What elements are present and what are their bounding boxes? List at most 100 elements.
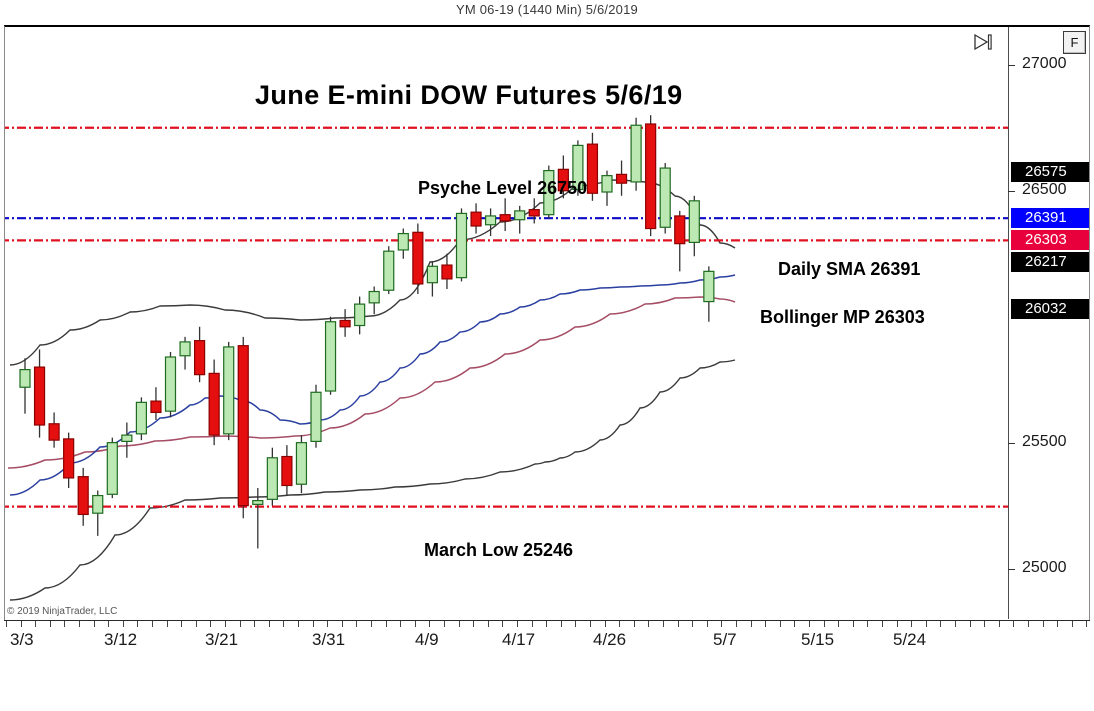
candle xyxy=(441,253,453,289)
time-tick-mark xyxy=(21,621,22,627)
time-tick-label: 5/15 xyxy=(801,630,835,649)
candle xyxy=(252,488,264,549)
candle xyxy=(266,447,278,506)
time-tick-mark xyxy=(167,621,168,627)
candle xyxy=(92,490,104,536)
price-tick-mark xyxy=(1008,442,1015,444)
price-tag-26391: 26391 xyxy=(1011,208,1089,229)
time-tick-mark xyxy=(64,621,65,627)
candle xyxy=(615,160,628,196)
bollinger-upper-band xyxy=(9,179,736,366)
skip-to-end-icon[interactable] xyxy=(972,32,1012,54)
time-tick-mark xyxy=(473,621,474,627)
time-tick-mark xyxy=(181,621,182,627)
candle xyxy=(557,155,569,199)
time-tick-mark xyxy=(634,621,635,627)
time-tick-mark xyxy=(1028,621,1029,627)
time-tick-mark xyxy=(867,621,868,627)
candle xyxy=(33,349,46,438)
time-axis-line xyxy=(4,620,1090,621)
candle xyxy=(281,445,293,496)
time-tick-mark xyxy=(269,621,270,627)
time-tick-mark xyxy=(678,621,679,627)
candlestick-series xyxy=(19,115,715,549)
price-axis-divider xyxy=(1008,27,1009,619)
time-tick-mark xyxy=(736,621,737,627)
candle xyxy=(543,165,555,219)
time-tick-mark xyxy=(94,621,95,627)
time-tick-label: 4/9 xyxy=(415,630,439,649)
time-tick-mark xyxy=(794,621,795,627)
time-tick-mark xyxy=(444,621,445,627)
time-tick-mark xyxy=(897,621,898,627)
candle xyxy=(659,163,671,234)
skip-to-end-glyph xyxy=(974,33,992,51)
time-tick-mark xyxy=(313,621,314,627)
time-tick-mark xyxy=(824,621,825,627)
time-tick-mark xyxy=(283,621,284,627)
plot-area[interactable] xyxy=(5,27,1008,619)
time-tick-mark xyxy=(882,621,883,627)
candle xyxy=(194,326,206,383)
price-tag-value: 26217 xyxy=(1025,253,1067,271)
f-button[interactable]: F xyxy=(1063,31,1086,54)
price-tick-mark xyxy=(1008,64,1015,66)
candle xyxy=(470,203,482,234)
time-tick-mark xyxy=(1086,621,1087,627)
time-tick-mark xyxy=(926,621,927,627)
time-tick-mark xyxy=(1072,621,1073,627)
candle xyxy=(601,170,613,206)
candle xyxy=(688,195,700,257)
time-tick-mark xyxy=(838,621,839,627)
candle xyxy=(164,351,177,418)
candle xyxy=(485,208,497,237)
candle xyxy=(528,198,540,224)
price-tag-26303: 26303 xyxy=(1011,230,1089,251)
price-tag-value: 26391 xyxy=(1025,209,1067,227)
time-tick-label: 4/26 xyxy=(593,630,627,649)
time-tick-mark xyxy=(429,621,430,627)
annotation-daily-sma: Daily SMA 26391 xyxy=(778,259,921,279)
time-tick-mark xyxy=(940,621,941,627)
candle xyxy=(106,437,118,499)
time-tick-mark xyxy=(400,621,401,627)
time-tick-label: 3/21 xyxy=(205,630,239,649)
time-tick-mark xyxy=(225,621,226,627)
price-tick-mark xyxy=(1008,568,1015,570)
time-tick-mark xyxy=(1057,621,1058,627)
time-tick-mark xyxy=(984,621,985,627)
candle xyxy=(121,422,133,458)
time-tick-label: 3/31 xyxy=(312,630,346,649)
time-tick-mark xyxy=(1013,621,1014,627)
time-tick-mark xyxy=(605,621,606,627)
time-tick-mark xyxy=(561,621,562,627)
time-tick-mark xyxy=(50,621,51,627)
candle xyxy=(630,117,642,191)
price-series-canvas xyxy=(5,115,1008,601)
time-tick-mark xyxy=(415,621,416,627)
candle xyxy=(383,246,395,295)
time-tick-mark xyxy=(298,621,299,627)
time-tick-mark xyxy=(999,621,1000,627)
candle xyxy=(674,210,686,272)
time-tick-mark xyxy=(751,621,752,627)
time-tick-mark xyxy=(648,621,649,627)
candle xyxy=(368,286,380,315)
time-tick-mark xyxy=(663,621,664,627)
time-tick-mark xyxy=(123,621,124,627)
price-tag-value: 26303 xyxy=(1025,231,1067,249)
time-tick-mark xyxy=(780,621,781,627)
price-tag-26032: 26032 xyxy=(1011,298,1089,319)
time-tick-mark xyxy=(254,621,255,627)
time-tick-mark xyxy=(619,621,620,627)
time-tick-mark xyxy=(532,621,533,627)
time-tick-mark xyxy=(955,621,956,627)
candle xyxy=(397,228,409,259)
chart-title: June E-mini DOW Futures 5/6/19 xyxy=(255,80,683,110)
candle xyxy=(572,140,584,196)
chart-frame xyxy=(4,25,1090,621)
time-tick-mark xyxy=(327,621,328,627)
time-tick-label: 5/24 xyxy=(893,630,927,649)
candle xyxy=(295,435,308,494)
